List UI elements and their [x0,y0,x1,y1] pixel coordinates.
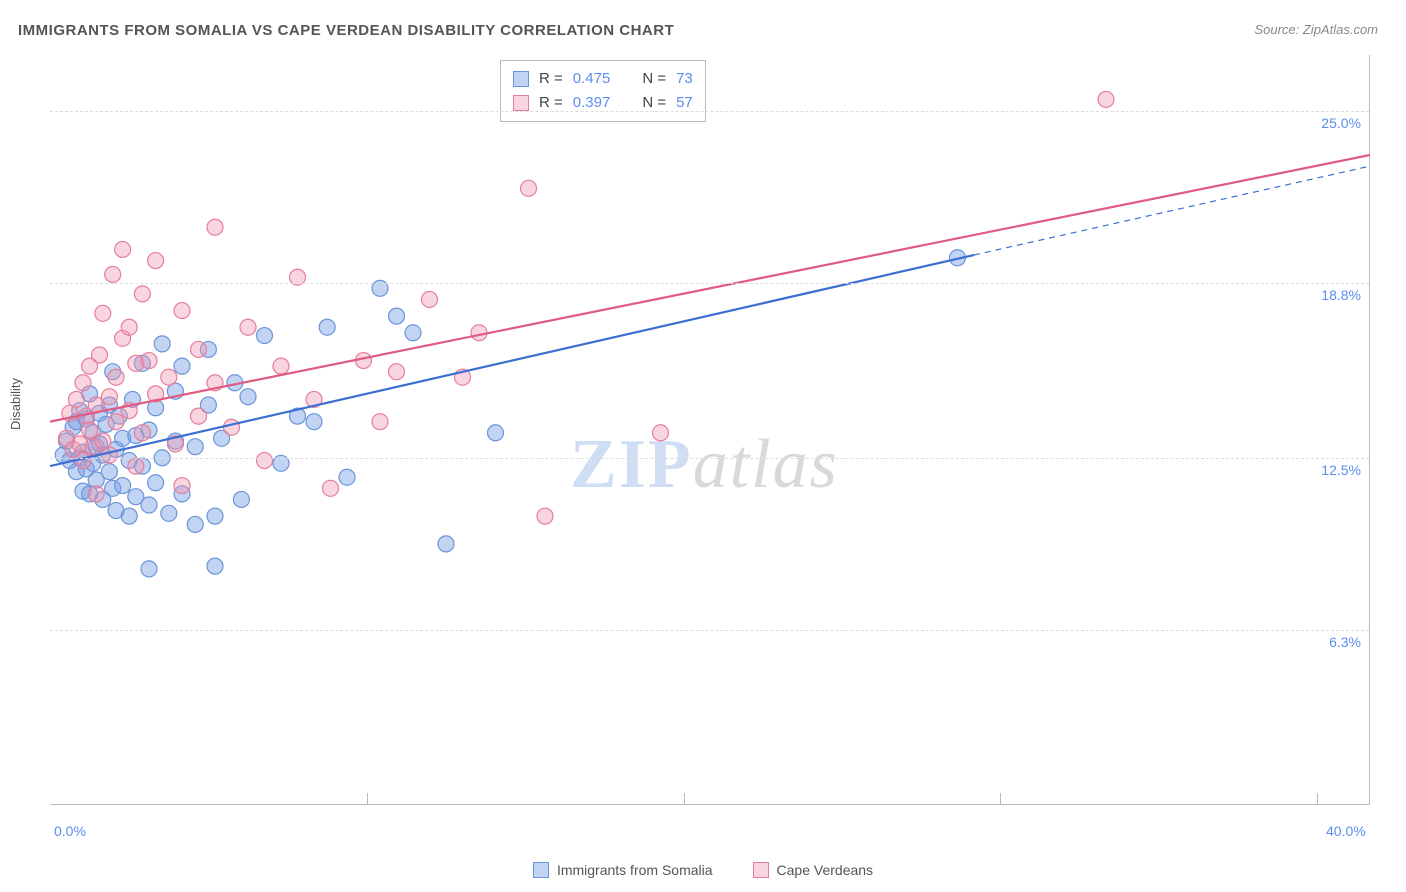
legend-swatch [533,862,549,878]
scatter-point [653,425,669,441]
scatter-point [1098,91,1114,107]
scatter-point [108,414,124,430]
x-tick-label: 40.0% [1326,823,1366,839]
scatter-point [521,180,537,196]
scatter-point [128,458,144,474]
scatter-point [389,308,405,324]
series-swatch [513,71,529,87]
chart-title: IMMIGRANTS FROM SOMALIA VS CAPE VERDEAN … [18,22,674,39]
scatter-point [68,391,84,407]
scatter-point [121,508,137,524]
scatter-point [108,369,124,385]
y-tick-label: 25.0% [1321,115,1361,131]
stat-n-value: 73 [676,67,693,91]
scatter-point [207,508,223,524]
trend-line [50,255,974,466]
scatter-point [422,291,438,307]
scatter-point [233,491,249,507]
legend: Immigrants from Somalia Cape Verdeans [0,862,1406,878]
scatter-point [141,353,157,369]
scatter-point [101,389,117,405]
y-tick-label: 6.3% [1329,634,1361,650]
scatter-point [323,480,339,496]
scatter-point [187,516,203,532]
gridline-horizontal [50,283,1369,284]
scatter-point [174,478,190,494]
legend-item: Immigrants from Somalia [533,862,713,878]
scatter-point [148,253,164,269]
scatter-point [240,319,256,335]
scatter-point [488,425,504,441]
scatter-point [95,305,111,321]
scatter-point [141,497,157,513]
scatter-point [161,505,177,521]
scatter-point [207,558,223,574]
gridline-horizontal [50,111,1369,112]
stat-r-value: 0.475 [573,67,611,91]
stats-row: R = 0.475 N = 73 [513,67,693,91]
y-axis-label: Disability [8,378,23,430]
correlation-stats-box: R = 0.475N = 73R = 0.397N = 57 [500,60,706,122]
scatter-point [88,486,104,502]
scatter-point [257,328,273,344]
x-tick-label: 0.0% [54,823,86,839]
scatter-point [161,369,177,385]
stat-n-label: N = [642,67,666,91]
scatter-point [240,389,256,405]
scatter-point [148,475,164,491]
scatter-point [101,464,117,480]
scatter-point [174,358,190,374]
legend-label: Immigrants from Somalia [557,862,713,878]
trend-line [50,155,1370,422]
scatter-point [191,408,207,424]
source-attribution: Source: ZipAtlas.com [1254,22,1378,37]
gridline-horizontal [50,630,1369,631]
scatter-point [306,414,322,430]
trend-line-extension [974,166,1370,255]
y-tick-label: 12.5% [1321,462,1361,478]
legend-item: Cape Verdeans [753,862,874,878]
scatter-point [207,219,223,235]
scatter-point [141,561,157,577]
stat-r-label: R = [539,67,563,91]
scatter-point [187,439,203,455]
scatter-point [115,241,131,257]
y-tick-label: 18.8% [1321,287,1361,303]
scatter-point [105,266,121,282]
scatter-point [537,508,553,524]
x-tick-mark [1317,793,1318,805]
legend-swatch [753,862,769,878]
x-tick-mark [684,793,685,805]
scatter-point [75,375,91,391]
scatter-point [224,419,240,435]
scatter-point [319,319,335,335]
series-swatch [513,95,529,111]
scatter-point [121,319,137,335]
scatter-point [405,325,421,341]
scatter-point [372,414,388,430]
plot-area: ZIPatlas R = 0.475N = 73R = 0.397N = 57 … [50,55,1370,805]
scatter-point [191,341,207,357]
legend-label: Cape Verdeans [777,862,874,878]
scatter-point [174,303,190,319]
scatter-point [389,364,405,380]
scatter-point [134,425,150,441]
scatter-point [115,478,131,494]
x-tick-mark [367,793,368,805]
gridline-horizontal [50,458,1369,459]
scatter-point [154,336,170,352]
scatter-point [273,358,289,374]
scatter-point [339,469,355,485]
scatter-point [92,347,108,363]
scatter-point [82,422,98,438]
scatter-point [257,453,273,469]
scatter-chart [50,55,1370,805]
scatter-point [134,286,150,302]
scatter-point [101,447,117,463]
x-tick-mark [1000,793,1001,805]
scatter-point [438,536,454,552]
